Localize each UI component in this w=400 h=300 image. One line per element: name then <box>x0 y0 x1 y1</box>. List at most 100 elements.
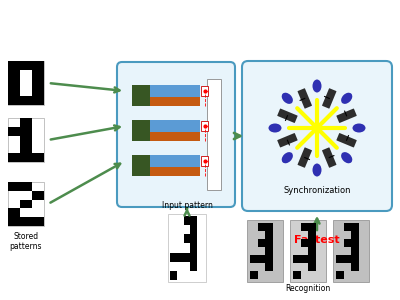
Bar <box>132 85 200 97</box>
Bar <box>336 271 344 279</box>
Bar <box>293 271 300 279</box>
Bar <box>265 223 272 231</box>
Bar <box>201 86 208 96</box>
Ellipse shape <box>352 124 366 133</box>
Bar <box>265 255 272 263</box>
Bar <box>8 79 20 87</box>
Bar <box>32 191 44 200</box>
Bar <box>8 153 20 162</box>
Bar <box>8 182 44 226</box>
Bar <box>250 255 258 263</box>
FancyBboxPatch shape <box>277 109 298 123</box>
Bar <box>344 239 351 247</box>
Bar <box>177 253 184 262</box>
Bar <box>20 136 32 144</box>
Bar <box>132 155 150 176</box>
Bar <box>20 127 32 136</box>
Ellipse shape <box>312 164 322 176</box>
Bar <box>308 255 316 263</box>
Bar <box>201 156 208 166</box>
Bar <box>20 96 32 105</box>
Bar <box>8 87 20 96</box>
Bar <box>300 239 308 247</box>
Bar <box>293 255 300 263</box>
Bar <box>32 96 44 105</box>
Ellipse shape <box>282 93 293 104</box>
Bar <box>8 208 20 217</box>
Bar <box>290 220 326 282</box>
Bar <box>258 223 265 231</box>
Text: Input pattern: Input pattern <box>162 201 212 210</box>
Bar <box>170 253 177 262</box>
Bar <box>32 217 44 226</box>
FancyBboxPatch shape <box>336 109 357 123</box>
Bar <box>20 61 32 70</box>
Ellipse shape <box>341 93 352 104</box>
Bar <box>32 70 44 79</box>
Bar <box>20 182 32 191</box>
Bar <box>308 231 316 239</box>
Bar <box>351 247 358 255</box>
Ellipse shape <box>312 80 322 92</box>
Bar <box>184 253 190 262</box>
Bar <box>190 253 197 262</box>
Bar <box>132 155 200 167</box>
Bar <box>344 255 351 263</box>
Text: Fastest: Fastest <box>294 235 340 245</box>
Bar <box>351 231 358 239</box>
Ellipse shape <box>268 124 282 133</box>
FancyBboxPatch shape <box>242 61 392 211</box>
Bar <box>344 223 351 231</box>
Bar <box>170 271 177 280</box>
Bar <box>308 247 316 255</box>
Bar <box>265 263 272 271</box>
Bar <box>8 182 20 191</box>
FancyBboxPatch shape <box>336 133 357 147</box>
Bar <box>207 79 221 190</box>
Bar <box>190 243 197 253</box>
Bar <box>132 85 150 106</box>
Text: Recognition: Recognition <box>285 284 331 293</box>
Bar <box>300 223 308 231</box>
Bar <box>190 234 197 243</box>
Bar <box>308 223 316 231</box>
Bar <box>201 121 208 131</box>
Bar <box>20 118 32 127</box>
Bar <box>300 255 308 263</box>
Bar <box>336 255 344 263</box>
FancyBboxPatch shape <box>322 147 336 168</box>
Bar <box>8 61 44 105</box>
Bar <box>190 225 197 234</box>
Bar <box>265 247 272 255</box>
FancyBboxPatch shape <box>277 133 298 147</box>
Bar <box>190 262 197 271</box>
Ellipse shape <box>341 152 352 163</box>
Bar <box>351 223 358 231</box>
FancyBboxPatch shape <box>298 88 312 109</box>
Bar <box>20 153 32 162</box>
Bar <box>8 127 20 136</box>
Bar <box>32 61 44 70</box>
Text: Stored
patterns: Stored patterns <box>10 232 42 251</box>
Bar <box>20 217 32 226</box>
Bar <box>351 239 358 247</box>
Bar <box>32 153 44 162</box>
Bar <box>258 239 265 247</box>
Bar <box>265 231 272 239</box>
Bar <box>20 144 32 153</box>
Bar <box>258 255 265 263</box>
FancyBboxPatch shape <box>322 88 336 109</box>
Bar <box>247 220 283 282</box>
Bar <box>132 132 200 141</box>
FancyBboxPatch shape <box>117 62 235 207</box>
Bar <box>308 263 316 271</box>
Bar <box>8 61 20 70</box>
Bar <box>20 200 32 208</box>
Bar <box>8 70 20 79</box>
Bar <box>184 234 190 243</box>
Ellipse shape <box>282 152 293 163</box>
Bar <box>8 118 44 162</box>
Bar <box>333 220 369 282</box>
Bar <box>168 214 206 282</box>
Bar <box>351 263 358 271</box>
